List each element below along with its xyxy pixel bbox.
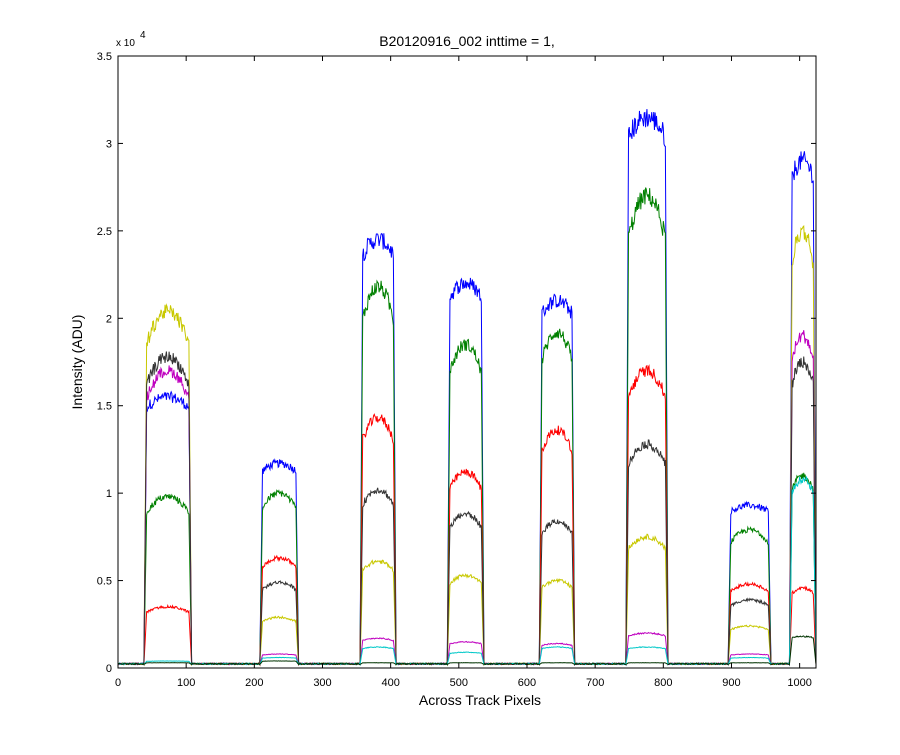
y-tick-label: 3.5 xyxy=(97,51,112,63)
y-tick-label: 2.5 xyxy=(97,226,112,238)
y-tick-label: 1.5 xyxy=(97,401,112,413)
y-tick-label: 0 xyxy=(106,663,112,675)
chart-title: B20120916_002 inttime = 1, xyxy=(379,33,555,49)
x-tick-label: 400 xyxy=(381,677,399,689)
x-tick-label: 500 xyxy=(450,677,468,689)
x-tick-label: 1000 xyxy=(787,677,811,689)
series-layer xyxy=(117,109,817,667)
x-tick-label: 800 xyxy=(654,677,672,689)
tick-layer: 0 100 200 300 400 500 600 700 800 900 1000 0 0.5 1 1.5… xyxy=(97,51,816,689)
plot-area xyxy=(118,56,816,668)
x-tick-label: 300 xyxy=(313,677,331,689)
y-tick-label: 2 xyxy=(106,313,112,325)
x-tick-label: 0 xyxy=(115,677,121,689)
x-tick-label: 100 xyxy=(177,677,195,689)
y-axis-label: Intensity (ADU) xyxy=(69,315,85,410)
axes-box xyxy=(117,55,817,669)
x-tick-label: 700 xyxy=(586,677,604,689)
series-line xyxy=(117,635,817,666)
x-tick-label: 600 xyxy=(518,677,536,689)
y-exponent-power: 4 xyxy=(140,30,146,41)
x-tick-label: 200 xyxy=(245,677,263,689)
y-tick-label: 0.5 xyxy=(97,576,112,588)
y-exponent-base: x 10 xyxy=(116,38,135,49)
x-tick-label: 900 xyxy=(722,677,740,689)
y-tick-label: 1 xyxy=(106,488,112,500)
y-tick-label: 3 xyxy=(106,138,112,150)
x-axis-label: Across Track Pixels xyxy=(419,692,541,708)
